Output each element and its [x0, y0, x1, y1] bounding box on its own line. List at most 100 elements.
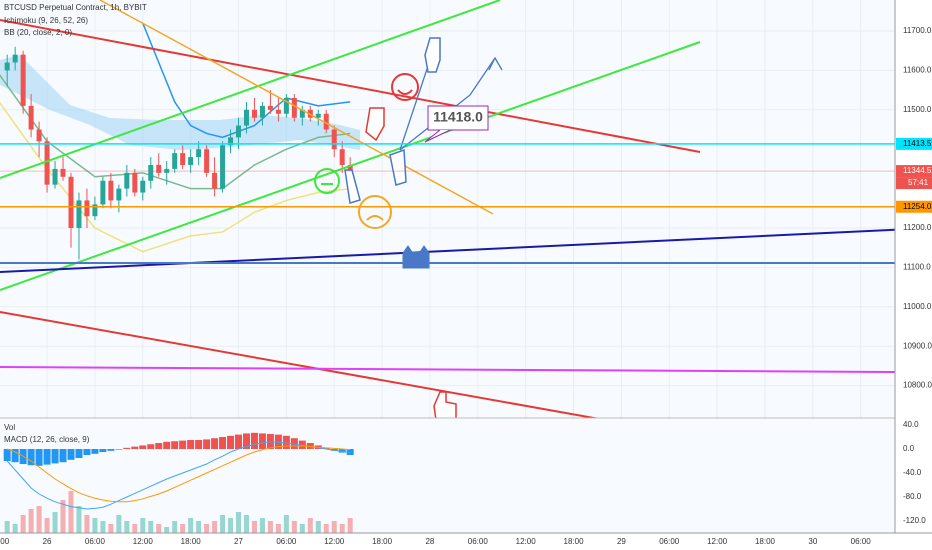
volume-bar: [315, 521, 321, 533]
candle-body: [315, 113, 321, 118]
macd-histogram-bar: [107, 449, 115, 451]
candle-body: [124, 172, 130, 189]
trend-line: [0, 311, 600, 418]
hand-icon: [365, 107, 385, 142]
volume-bar: [196, 521, 202, 533]
volume-bar: [108, 524, 114, 533]
macd-histogram-bar: [163, 441, 171, 450]
y-tick-label: 10900.0: [903, 341, 932, 350]
candle-body: [132, 172, 138, 193]
macd-tick-label: -80.0: [903, 492, 922, 501]
candle-body: [196, 149, 202, 158]
hand-icon: [344, 169, 361, 204]
emoji-sad: [358, 195, 392, 229]
candle-body: [347, 164, 353, 172]
y-tick-label: 11600.0: [903, 66, 932, 75]
emoji-happy: [391, 73, 419, 101]
candle-body: [12, 54, 18, 63]
x-tick-label: 12:00: [133, 537, 154, 546]
macd-histogram-bar: [11, 449, 19, 463]
x-tick-label: 26: [43, 537, 52, 546]
volume-bar: [291, 521, 297, 533]
candle-body: [283, 97, 289, 114]
volume-bar: [4, 521, 10, 533]
candle-body: [148, 164, 154, 181]
x-tick-label: 18:00: [181, 537, 202, 546]
y-tick-label: 11700.0: [903, 26, 932, 35]
macd-histogram-bar: [227, 435, 235, 450]
trend-line: [0, 41, 701, 291]
macd-histogram-bar: [306, 443, 314, 450]
macd-histogram-bar: [99, 449, 107, 453]
candle-body: [68, 176, 74, 229]
macd-line: [6, 441, 351, 510]
volume-bar: [164, 527, 170, 533]
candle-body: [60, 168, 66, 177]
candle-body: [156, 164, 162, 173]
trend-line: [0, 228, 895, 273]
candle-body: [220, 145, 226, 189]
drawings: [0, 0, 895, 418]
emoji-mouth: [366, 215, 384, 221]
hand-icon: [433, 391, 457, 418]
macd-histogram-bar: [67, 449, 75, 460]
volume-bar: [172, 521, 178, 533]
volume-bar: [148, 521, 154, 533]
macd-histogram-bar: [195, 440, 203, 450]
chart-title: BTCUSD Perpetual Contract, 1h, BYBIT: [4, 3, 147, 12]
macd-histogram-bar: [147, 444, 155, 450]
macd-histogram-bar: [131, 446, 139, 450]
macd-label: MACD (12, 26, close, 9): [4, 435, 90, 444]
volume-bar: [116, 515, 122, 533]
y-tick-label: 10800.0: [903, 381, 932, 390]
countdown-bg: [896, 177, 932, 190]
macd-histogram-bar: [75, 449, 83, 459]
x-tick-label: 29: [617, 537, 626, 546]
emoji-mouth: [397, 89, 413, 95]
x-tick-label: 12:00: [516, 537, 537, 546]
candle-body: [52, 168, 58, 185]
macd-tick-label: -40.0: [903, 468, 922, 477]
ichimoku-cloud: [0, 55, 360, 150]
price-label: 11254.0: [903, 202, 932, 211]
price-label-bg: [896, 165, 932, 178]
x-tick-label: 27: [234, 537, 243, 546]
volume-label: Vol: [4, 423, 15, 432]
macd-histogram-bar: [83, 449, 91, 456]
volume-bar: [100, 521, 106, 533]
candle-body: [20, 54, 26, 106]
volume-bar: [68, 491, 74, 533]
macd-histogram-bar: [43, 449, 51, 465]
candle-body: [116, 188, 122, 201]
volume-bar: [156, 524, 162, 533]
candle-body: [243, 109, 249, 126]
macd-histogram-bar: [258, 433, 266, 450]
macd: [3, 432, 354, 533]
countdown: 57:41: [908, 178, 929, 187]
x-tick-label: 30: [808, 537, 817, 546]
volume-bar: [228, 518, 234, 533]
macd-histogram-bar: [250, 432, 258, 450]
volume-bar: [52, 512, 58, 533]
axes: 11700.0 11600.0 11500.0 11200.0 11100.0 11000…: [0, 26, 932, 546]
candle-body: [76, 200, 82, 229]
macd-histogram-bar: [211, 438, 219, 450]
horizontal-line: [0, 366, 895, 373]
trend-line: [0, 19, 701, 153]
volume-bar: [44, 518, 50, 533]
candle-body: [4, 62, 10, 71]
candle-body: [339, 149, 345, 165]
hand-icon: [389, 148, 407, 186]
candle-body: [212, 172, 218, 189]
x-tick-label: 06:00: [659, 537, 680, 546]
volume-bar: [220, 515, 226, 533]
candle-body: [180, 153, 186, 165]
candle-body: [36, 129, 42, 142]
volume-bar: [331, 521, 337, 533]
macd-histogram-bar: [290, 438, 298, 450]
macd-histogram-bar: [139, 445, 147, 450]
price-label-bg: [896, 137, 932, 150]
volume-bar: [283, 515, 289, 533]
volume-bar: [236, 512, 242, 533]
